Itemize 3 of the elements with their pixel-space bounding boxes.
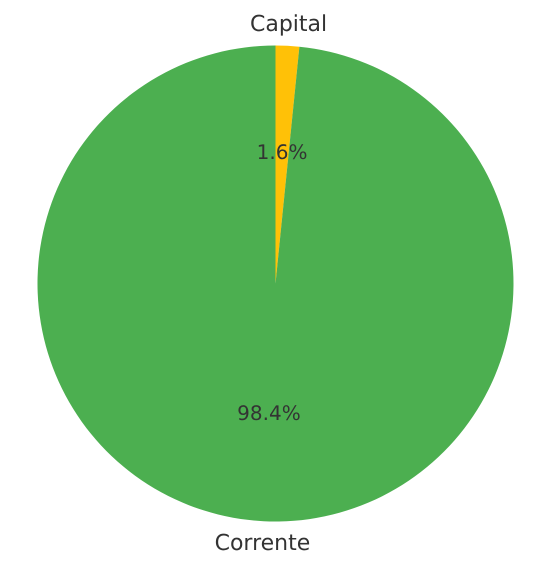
data-label: 98.4% <box>237 401 301 426</box>
slice-label: Capital <box>250 12 328 37</box>
slice-label: Corrente <box>214 531 310 556</box>
